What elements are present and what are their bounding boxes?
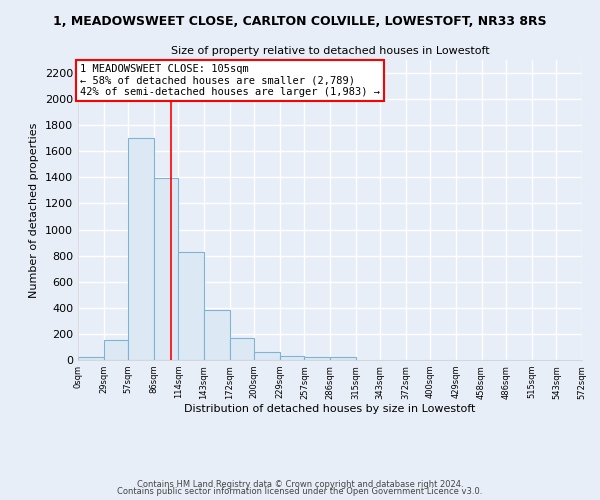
Text: 1, MEADOWSWEET CLOSE, CARLTON COLVILLE, LOWESTOFT, NR33 8RS: 1, MEADOWSWEET CLOSE, CARLTON COLVILLE, … bbox=[53, 15, 547, 28]
Text: Contains public sector information licensed under the Open Government Licence v3: Contains public sector information licen… bbox=[118, 487, 482, 496]
Bar bbox=[230, 338, 254, 360]
Bar bbox=[204, 310, 230, 360]
Bar bbox=[78, 358, 104, 360]
Y-axis label: Number of detached properties: Number of detached properties bbox=[29, 122, 40, 298]
Bar bbox=[104, 340, 128, 360]
Bar bbox=[254, 352, 280, 360]
Bar bbox=[330, 358, 356, 360]
Title: Size of property relative to detached houses in Lowestoft: Size of property relative to detached ho… bbox=[170, 46, 490, 56]
Text: Contains HM Land Registry data © Crown copyright and database right 2024.: Contains HM Land Registry data © Crown c… bbox=[137, 480, 463, 489]
Text: 1 MEADOWSWEET CLOSE: 105sqm
← 58% of detached houses are smaller (2,789)
42% of : 1 MEADOWSWEET CLOSE: 105sqm ← 58% of det… bbox=[80, 64, 380, 97]
Bar bbox=[280, 356, 304, 360]
Bar bbox=[154, 178, 178, 360]
Bar bbox=[178, 252, 204, 360]
Bar bbox=[128, 138, 154, 360]
Bar bbox=[304, 358, 330, 360]
X-axis label: Distribution of detached houses by size in Lowestoft: Distribution of detached houses by size … bbox=[184, 404, 476, 414]
